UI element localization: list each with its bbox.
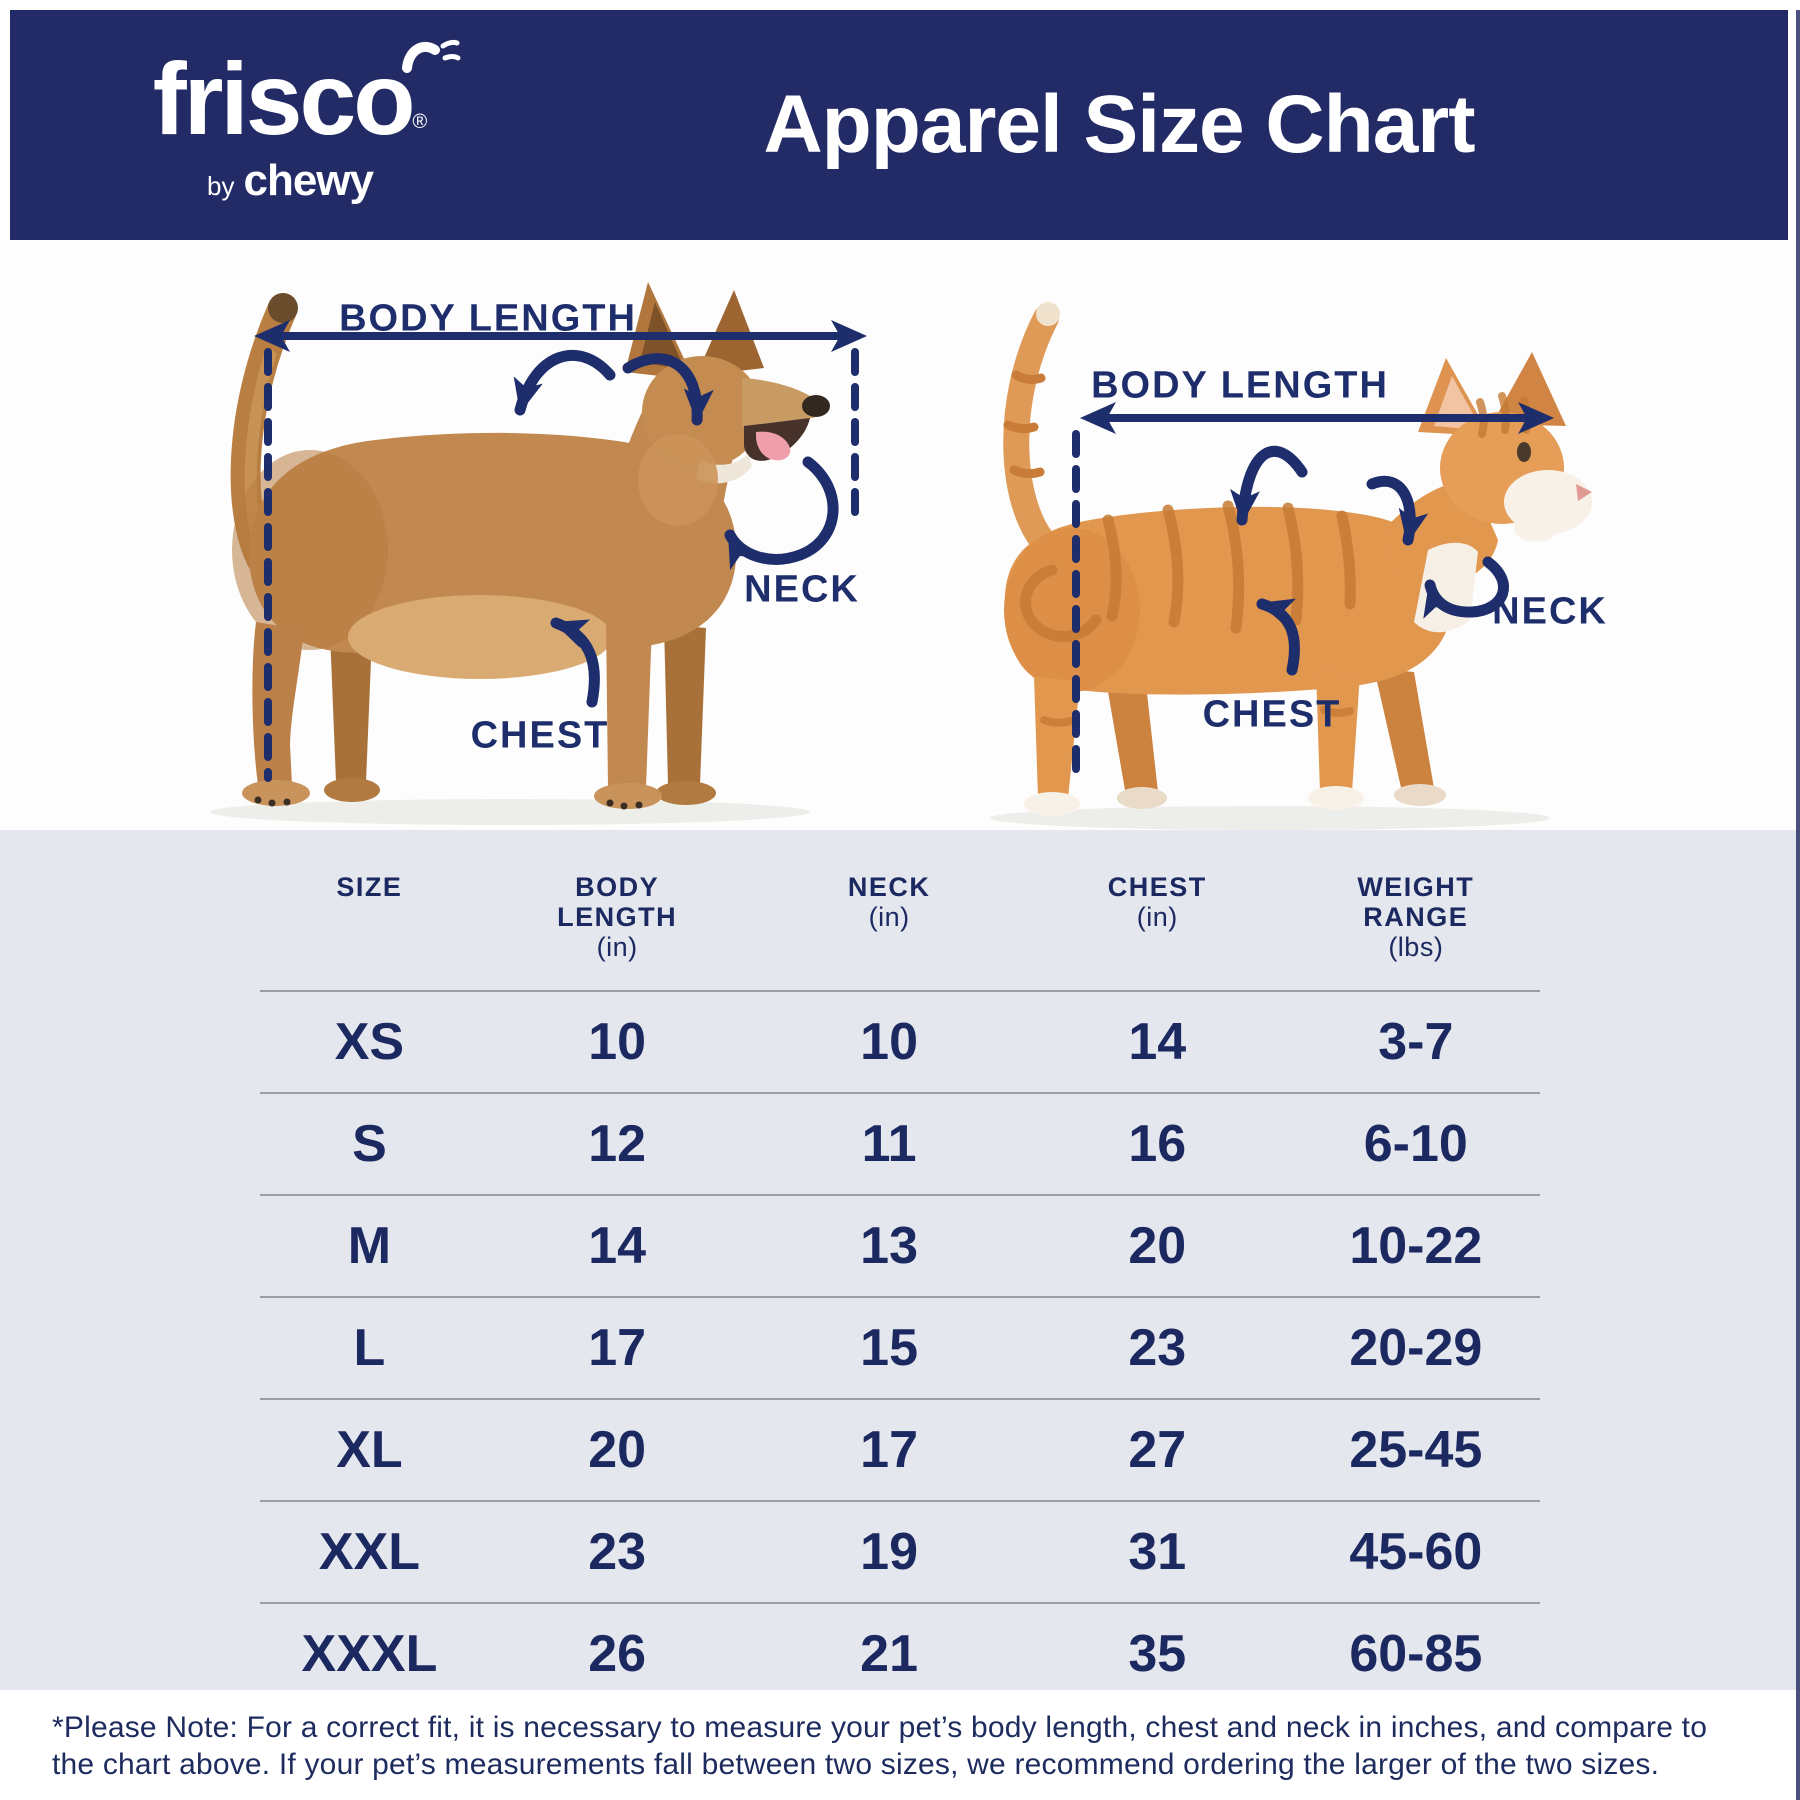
chest-cell: 31 [1128,1523,1187,1581]
frisco-brand-text: frisco [152,42,416,156]
weight-range-cell: 25-45 [1349,1421,1483,1479]
table-row: S 12 11 16 6-10 [260,1092,1540,1194]
body-length-cell: 23 [588,1523,647,1581]
size-table-section: SIZE BODY LENGTH (in) NECK (in) CHEST (i… [0,830,1800,1690]
measurement-diagram: BODY LENGTH NECK CHEST BODY LENGTH NECK … [0,240,1800,830]
dog-chest-label: CHEST [470,714,610,757]
column-header-size: SIZE [336,872,403,902]
weight-range-cell: 60-85 [1349,1625,1483,1683]
frisco-wordmark: frisco® [153,39,461,150]
column-header-weight-range: WEIGHT RANGE (lbs) [1357,872,1475,963]
page-right-border [1796,10,1800,1800]
size-cell: XS [334,1013,405,1071]
cat-tail-flourish-icon [402,39,461,73]
size-cell: L [353,1319,386,1377]
weight-range-cell: 6-10 [1363,1115,1468,1173]
chest-cell: 14 [1128,1013,1187,1071]
byline: by chewy [105,156,475,206]
frisco-logo: frisco® by chewy [105,39,475,206]
size-table: SIZE BODY LENGTH (in) NECK (in) CHEST (i… [260,830,1540,1690]
body-length-cell: 20 [588,1421,647,1479]
page-title: Apparel Size Chart [763,79,1475,170]
cat-chest-label: CHEST [1202,693,1342,736]
neck-cell: 15 [860,1319,919,1377]
table-row: M 14 13 20 10-22 [260,1194,1540,1296]
table-row: XXXL 26 21 35 60-85 [260,1602,1540,1704]
cat-stripes [1020,500,1356,642]
table-row: L 17 15 23 20-29 [260,1296,1540,1398]
dog-collar-arrow [622,353,714,426]
size-cell: XXXL [301,1625,438,1683]
dog-neck-label: NECK [744,568,860,611]
dog-chest-arrow [550,617,600,708]
size-cell: XL [336,1421,403,1479]
cat-body-length-arrow [1080,402,1554,434]
body-length-cell: 14 [588,1217,647,1275]
size-cell: M [347,1217,392,1275]
body-length-cell: 12 [588,1115,647,1173]
cat-shoulder-arrow [1230,445,1308,526]
chewy-wordmark: chewy [243,156,374,205]
table-row: XS 10 10 14 3-7 [260,990,1540,1092]
table-header-row: SIZE BODY LENGTH (in) NECK (in) CHEST (i… [260,830,1540,990]
neck-cell: 19 [860,1523,919,1581]
chest-cell: 27 [1128,1421,1187,1479]
cat-collar-arrow [1366,475,1429,546]
byline-prefix: by [207,171,235,201]
cat-neck-loop-arrow [1423,556,1509,619]
weight-range-cell: 10-22 [1349,1217,1483,1275]
chest-cell: 16 [1128,1115,1187,1173]
size-cell: S [352,1115,387,1173]
body-length-cell: 17 [588,1319,647,1377]
body-length-cell: 10 [588,1013,647,1071]
header-bar: frisco® by chewy Apparel Size Chart [10,10,1788,240]
column-header-body-length: BODY LENGTH (in) [557,872,678,963]
neck-cell: 17 [860,1421,919,1479]
table-row: XL 20 17 27 25-45 [260,1398,1540,1500]
column-header-neck: NECK (in) [847,872,931,933]
cat-body-length-label: BODY LENGTH [1091,364,1389,407]
body-length-cell: 26 [588,1625,647,1683]
chest-cell: 35 [1128,1625,1187,1683]
neck-cell: 10 [860,1013,919,1071]
weight-range-cell: 20-29 [1349,1319,1483,1377]
neck-cell: 13 [860,1217,919,1275]
weight-range-cell: 3-7 [1378,1013,1454,1071]
fit-note-text: *Please Note: For a correct fit, it is n… [52,1711,1708,1781]
size-cell: XXL [318,1523,420,1581]
table-row: XXL 23 19 31 45-60 [260,1500,1540,1602]
dog-shoulder-arrow [513,349,616,416]
dog-body-length-arrow [254,320,867,352]
pets-diagram-svg [210,282,1592,830]
chest-cell: 23 [1128,1319,1187,1377]
weight-range-cell: 45-60 [1349,1523,1483,1581]
neck-cell: 21 [860,1625,919,1683]
dog-illustration [210,282,830,825]
footnote-section: *Please Note: For a correct fit, it is n… [0,1690,1800,1800]
registered-mark: ® [412,111,428,133]
chest-cell: 20 [1128,1217,1187,1275]
dog-neck-loop-arrow [724,456,839,571]
cat-neck-label: NECK [1492,590,1608,633]
column-header-chest: CHEST (in) [1107,872,1207,933]
dog-body-length-label: BODY LENGTH [339,297,637,340]
neck-cell: 11 [861,1115,917,1173]
cat-chest-arrow [1256,598,1300,676]
